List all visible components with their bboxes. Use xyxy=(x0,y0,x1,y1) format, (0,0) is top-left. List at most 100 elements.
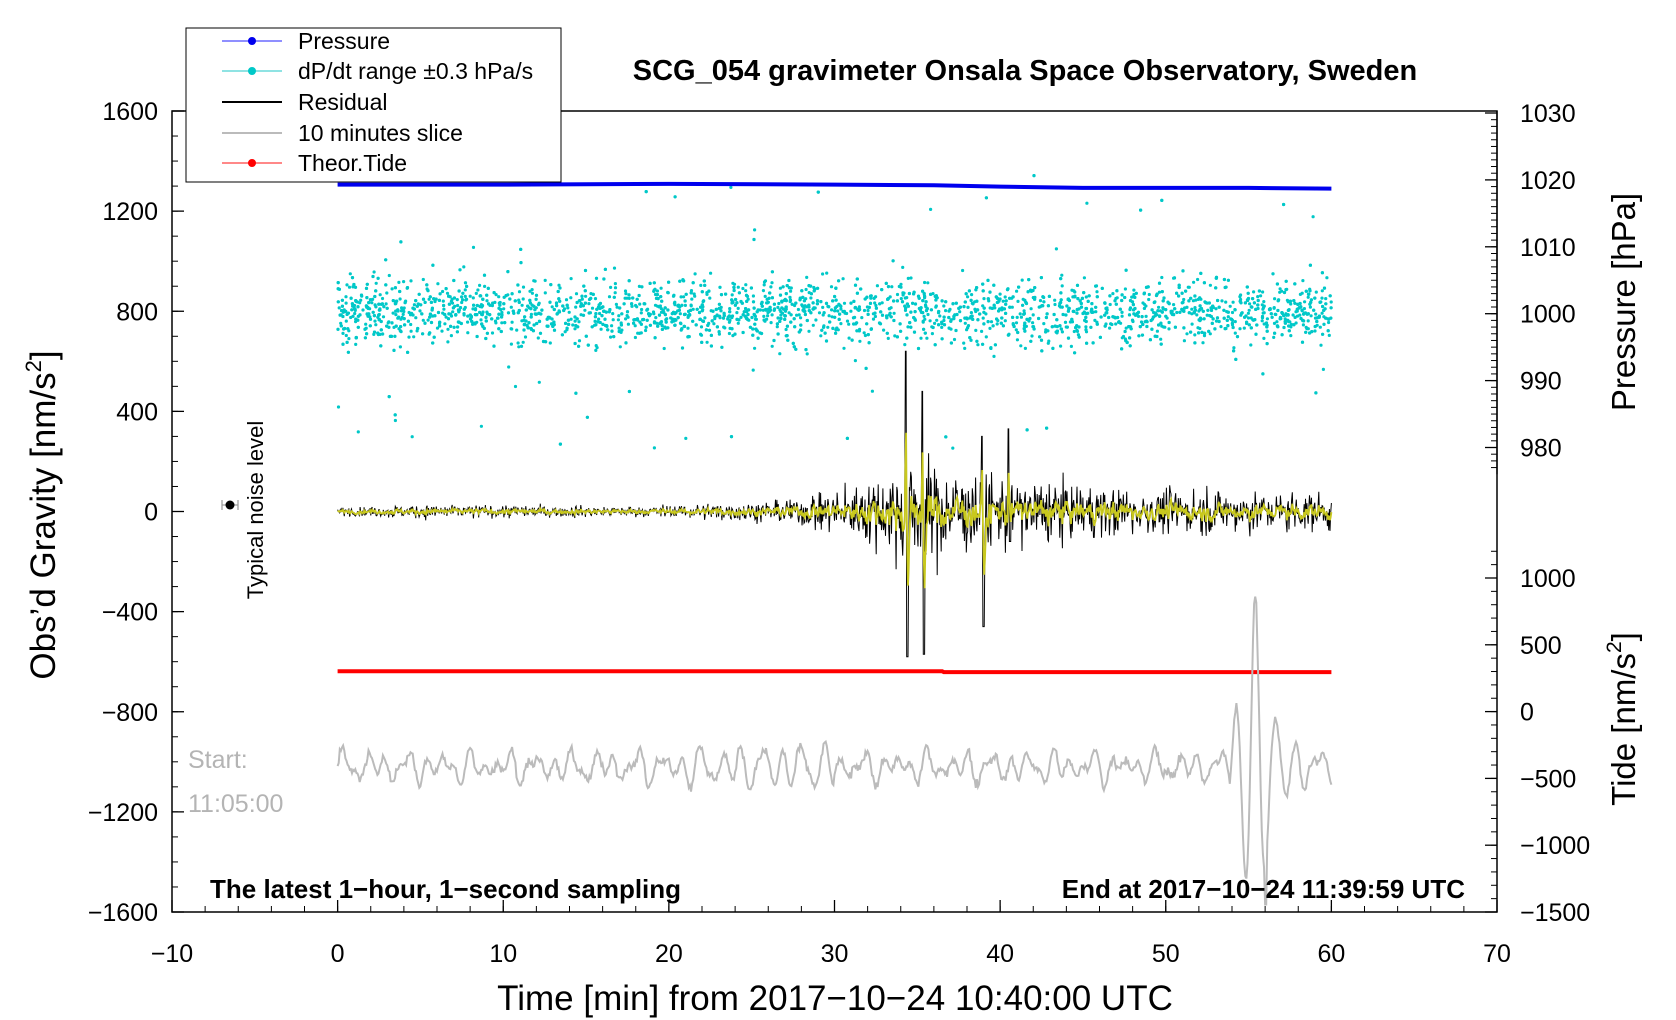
dpdt-point xyxy=(513,384,518,389)
dpdt-point xyxy=(676,303,681,307)
dpdt-point xyxy=(613,291,617,295)
legend-label-dpdt: dP/dt range ±0.3 hPa/s xyxy=(298,58,533,84)
dpdt-point xyxy=(966,326,970,330)
dpdt-point xyxy=(1094,284,1098,288)
dpdt-point xyxy=(394,309,398,313)
dpdt-point xyxy=(525,323,529,327)
dpdt-point xyxy=(1029,339,1033,343)
dpdt-point xyxy=(667,280,671,284)
dpdt-point xyxy=(984,335,988,339)
dpdt-point xyxy=(1250,305,1254,309)
dpdt-point xyxy=(339,313,343,317)
dpdt-point xyxy=(909,310,913,314)
tide-unit-sup: 2 xyxy=(1603,641,1626,653)
dpdt-point xyxy=(449,334,453,338)
dpdt-point xyxy=(1226,315,1230,319)
dpdt-point xyxy=(678,321,683,325)
dpdt-point xyxy=(873,314,878,319)
dpdt-point xyxy=(833,306,838,310)
dpdt-point xyxy=(743,314,747,318)
dpdt-point xyxy=(371,274,375,279)
dpdt-point xyxy=(1184,289,1188,293)
dpdt-point xyxy=(1283,317,1287,321)
dpdt-point xyxy=(543,291,547,295)
dpdt-point xyxy=(1289,302,1293,306)
dpdt-point xyxy=(443,322,447,326)
dpdt-point xyxy=(1204,301,1208,305)
dpdt-point xyxy=(673,323,677,327)
dpdt-point xyxy=(1091,341,1095,345)
dpdt-point xyxy=(444,315,448,319)
dpdt-point xyxy=(365,282,369,286)
dpdt-point xyxy=(855,329,859,333)
dpdt-point xyxy=(368,317,373,321)
dpdt-point xyxy=(857,329,861,333)
dpdt-point xyxy=(988,290,992,294)
dpdt-point xyxy=(1095,295,1099,299)
dpdt-point xyxy=(1220,299,1224,303)
dpdt-point xyxy=(473,307,478,311)
dpdt-point xyxy=(935,318,939,322)
dpdt-point xyxy=(1079,305,1084,309)
dpdt-point xyxy=(446,327,450,331)
dpdt-point xyxy=(991,324,995,328)
dpdt-point xyxy=(1324,316,1328,320)
dpdt-point xyxy=(1157,281,1162,285)
x-tick-label: 10 xyxy=(489,940,517,968)
dpdt-point xyxy=(1134,291,1138,295)
y-axis-label-pressure: Pressure [hPa] xyxy=(1605,193,1642,411)
dpdt-point xyxy=(1094,310,1098,314)
dpdt-point xyxy=(1197,331,1201,335)
dpdt-point xyxy=(478,283,482,287)
dpdt-point xyxy=(339,321,343,325)
dpdt-point xyxy=(736,285,740,289)
dpdt-point xyxy=(561,304,565,308)
dpdt-point xyxy=(373,294,377,299)
dpdt-point xyxy=(717,332,722,336)
dpdt-point xyxy=(811,301,815,305)
dpdt-point xyxy=(1150,327,1154,331)
dpdt-point xyxy=(522,323,526,327)
dpdt-point xyxy=(359,293,364,297)
dpdt-point xyxy=(783,317,787,321)
dpdt-point xyxy=(519,247,523,251)
dpdt-point xyxy=(1198,304,1202,308)
dpdt-point xyxy=(347,285,352,289)
legend-label-residual: Residual xyxy=(298,89,388,115)
dpdt-point xyxy=(741,286,745,291)
dpdt-point xyxy=(485,331,489,335)
dpdt-point xyxy=(1198,296,1202,300)
dpdt-point xyxy=(598,311,602,316)
dpdt-point xyxy=(921,319,925,323)
dpdt-point xyxy=(830,315,834,319)
dpdt-point xyxy=(351,304,355,308)
dpdt-point xyxy=(456,325,460,329)
dpdt-point xyxy=(1167,327,1171,331)
dpdt-point xyxy=(762,283,766,287)
dpdt-point xyxy=(433,314,437,318)
dpdt-point xyxy=(1103,301,1107,305)
dpdt-point xyxy=(549,283,553,287)
dpdt-point xyxy=(509,342,513,346)
dpdt-point xyxy=(1273,331,1277,335)
dpdt-point xyxy=(1011,323,1016,327)
dpdt-point xyxy=(997,309,1001,313)
dpdt-point xyxy=(1248,302,1252,306)
dpdt-point xyxy=(963,300,967,304)
dpdt-point xyxy=(751,300,756,304)
dpdt-point xyxy=(613,286,618,290)
dpdt-point xyxy=(759,302,764,306)
dpdt-point xyxy=(751,294,756,298)
dpdt-point xyxy=(1177,294,1181,298)
dpdt-point xyxy=(942,304,946,308)
dpdt-point xyxy=(486,286,490,290)
dpdt-point xyxy=(1214,275,1219,279)
y-tick-label: −400 xyxy=(102,599,158,627)
dpdt-point xyxy=(597,317,601,321)
dpdt-point xyxy=(1200,330,1204,334)
dpdt-point xyxy=(1283,321,1287,325)
dpdt-point xyxy=(462,265,466,269)
dpdt-point xyxy=(517,345,521,349)
gravity-unit-end: ] xyxy=(24,350,63,360)
dpdt-point xyxy=(435,326,440,330)
